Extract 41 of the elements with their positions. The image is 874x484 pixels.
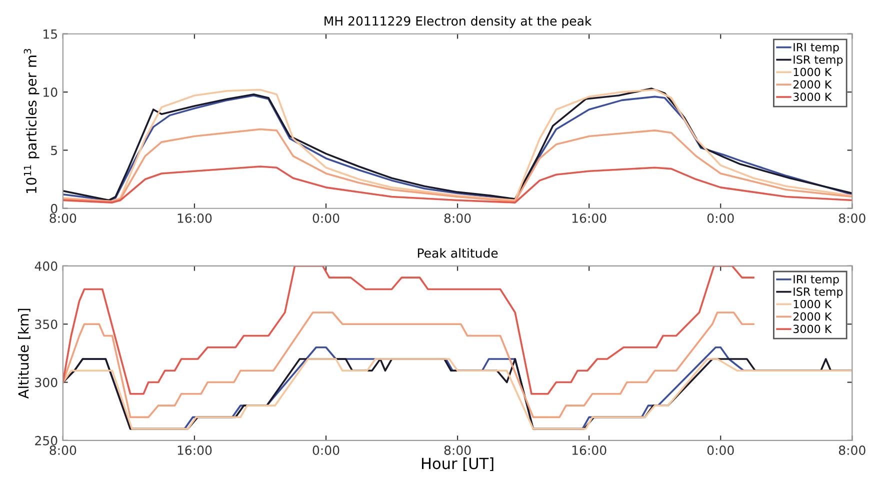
- x-tick-label: 16:00: [178, 213, 212, 223]
- x-tick-label: 8:00: [50, 446, 76, 455]
- legend-label: 3000 K: [793, 92, 832, 102]
- y-tick-label: 250: [35, 436, 58, 446]
- y-axis-title: 10$^{11}$ particles per m$^{3}$: [24, 48, 40, 193]
- legend-label: IRI temp: [794, 43, 839, 54]
- y-axis-title: Altitude [km]: [18, 308, 30, 399]
- x-tick-label: 8:00: [444, 446, 471, 455]
- legend-label: 2000 K: [793, 80, 832, 89]
- line-series: [62, 266, 754, 395]
- chart-title: MH 20111229 Electron density at the peak: [324, 16, 592, 28]
- x-tick-label: 16:00: [572, 446, 606, 455]
- x-tick-label: 0:00: [707, 213, 734, 223]
- x-tick-label: 0:00: [707, 446, 734, 455]
- legend-label: 2000 K: [793, 312, 832, 321]
- y-tick-label: 15: [44, 30, 57, 39]
- legend-label: 3000 K: [793, 324, 832, 334]
- y-tick-label: 10: [44, 88, 58, 97]
- line-series: [62, 128, 852, 202]
- chart-title: Peak altitude: [418, 248, 498, 258]
- x-tick-label: 8:00: [444, 213, 471, 223]
- x-tick-label: 16:00: [572, 213, 606, 223]
- y-tick-label: 300: [35, 378, 58, 388]
- y-tick-label: 5: [51, 146, 57, 156]
- x-tick-label: 0:00: [312, 446, 340, 455]
- y-tick-label: 400: [34, 261, 58, 271]
- x-tick-label: 0:00: [312, 213, 340, 223]
- x-tick-label: 8:00: [50, 213, 76, 223]
- line-series: [62, 312, 754, 418]
- legend-label: IRI temp: [794, 275, 839, 286]
- y-tick-label: 0: [50, 204, 58, 214]
- x-tick-label: 16:00: [178, 446, 212, 455]
- x-tick-label: 8:00: [838, 213, 866, 223]
- legend-label: 1000 K: [794, 300, 832, 308]
- x-axis-title: Hour [UT]: [422, 457, 494, 472]
- x-tick-label: 8:00: [838, 446, 866, 455]
- y-tick-label: 350: [35, 320, 58, 330]
- legend-label: ISR temp: [794, 55, 843, 66]
- line-series: [62, 166, 852, 204]
- legend-label: 1000 K: [794, 68, 832, 76]
- legend-label: ISR temp: [794, 287, 843, 298]
